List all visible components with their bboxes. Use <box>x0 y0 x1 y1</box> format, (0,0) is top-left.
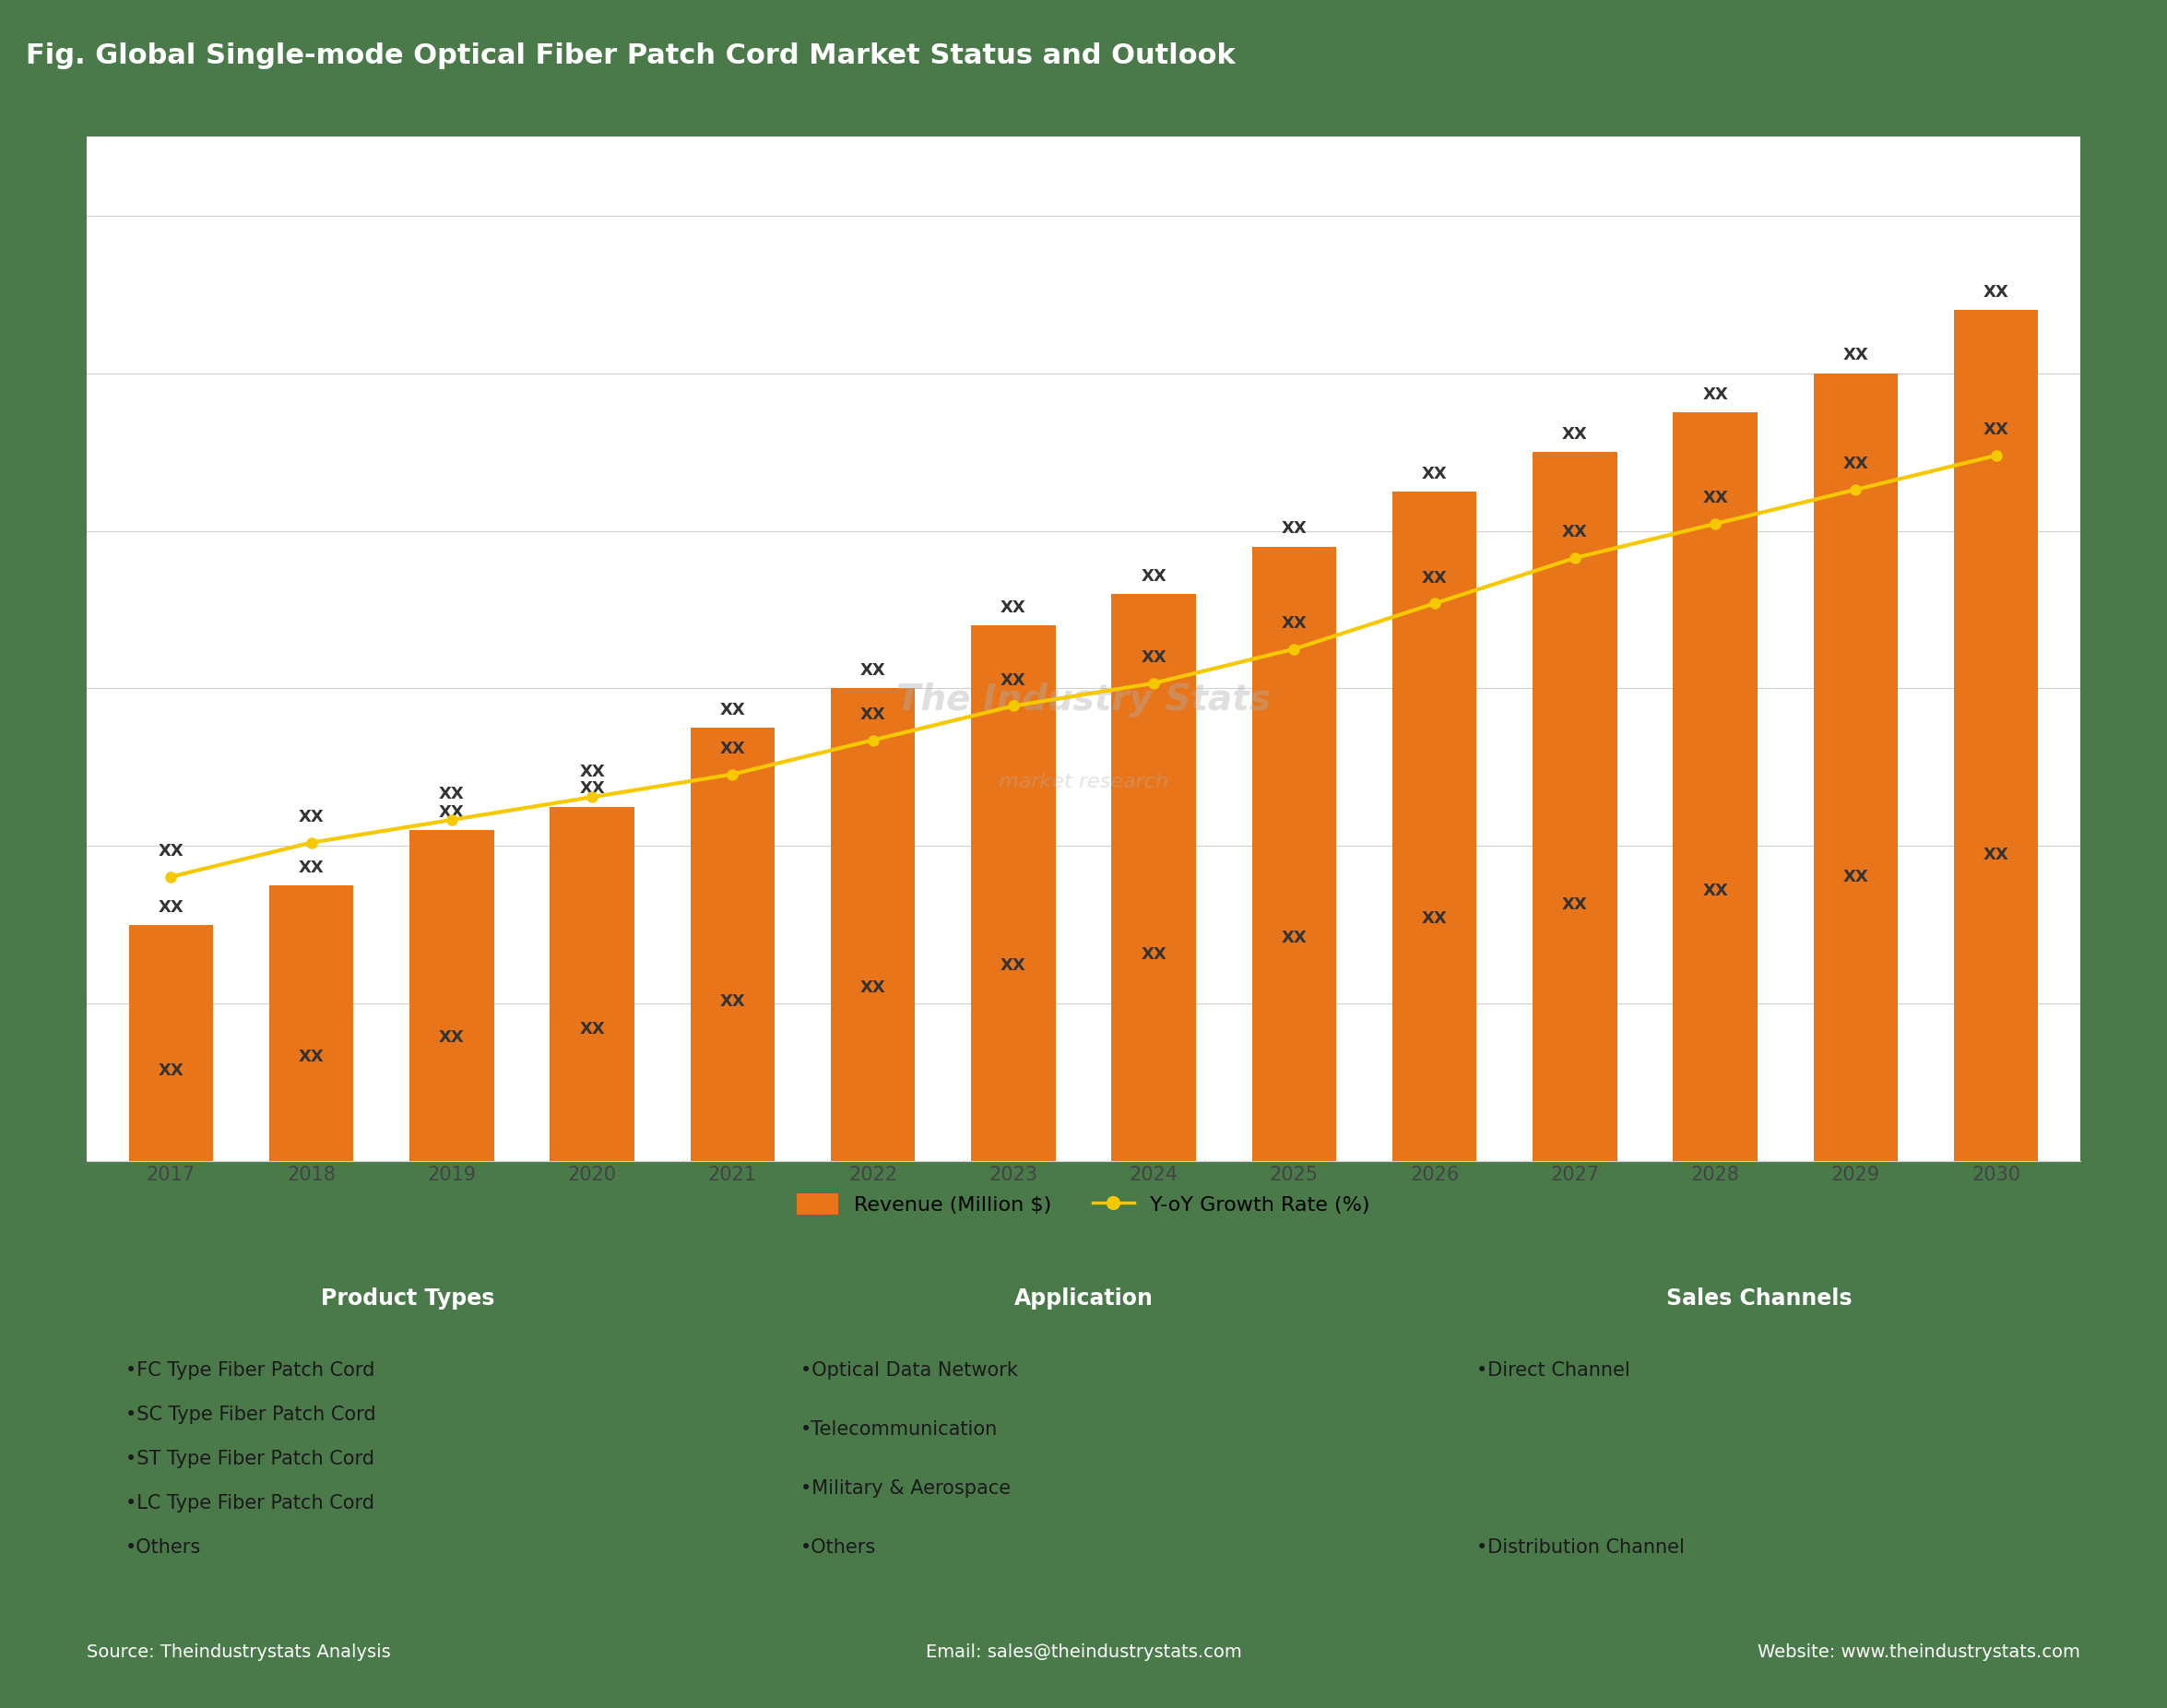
Text: XX: XX <box>1422 570 1448 586</box>
Text: XX: XX <box>579 781 605 798</box>
Text: XX: XX <box>1422 910 1448 927</box>
Text: XX: XX <box>1281 929 1307 946</box>
Text: XX: XX <box>1703 490 1727 507</box>
Text: •Direct Channel: •Direct Channel <box>1476 1361 1630 1380</box>
Text: XX: XX <box>1140 649 1166 666</box>
Text: •Distribution Channel: •Distribution Channel <box>1476 1539 1684 1558</box>
Text: XX: XX <box>1842 347 1868 364</box>
Text: XX: XX <box>719 741 745 757</box>
Text: •Optical Data Network: •Optical Data Network <box>800 1361 1018 1380</box>
Text: XX: XX <box>1842 456 1868 473</box>
Text: XX: XX <box>860 663 886 680</box>
Text: Sales Channels: Sales Channels <box>1666 1288 1853 1310</box>
Text: XX: XX <box>1422 465 1448 482</box>
Text: market research: market research <box>999 774 1168 791</box>
Text: •Others: •Others <box>800 1539 875 1558</box>
Text: •Military & Aerospace: •Military & Aerospace <box>800 1479 1012 1498</box>
Text: XX: XX <box>1562 524 1588 541</box>
Bar <box>1112 594 1196 1161</box>
Bar <box>128 926 212 1161</box>
Bar <box>1673 413 1757 1161</box>
Text: •Others: •Others <box>126 1539 202 1558</box>
Text: XX: XX <box>1140 567 1166 584</box>
Text: XX: XX <box>158 844 184 859</box>
Text: XX: XX <box>440 804 464 822</box>
Text: XX: XX <box>1703 386 1727 403</box>
Bar <box>830 688 914 1161</box>
Text: XX: XX <box>1983 422 2009 439</box>
Text: XX: XX <box>1703 883 1727 900</box>
Bar <box>691 728 774 1161</box>
Text: Email: sales@theindustrystats.com: Email: sales@theindustrystats.com <box>925 1643 1242 1662</box>
Text: XX: XX <box>1281 615 1307 632</box>
Bar <box>1393 492 1476 1161</box>
Bar <box>1532 453 1617 1161</box>
Text: •LC Type Fiber Patch Cord: •LC Type Fiber Patch Cord <box>126 1494 375 1513</box>
Text: XX: XX <box>719 992 745 1009</box>
Text: XX: XX <box>299 1049 325 1064</box>
Text: XX: XX <box>860 707 886 722</box>
Text: •Telecommunication: •Telecommunication <box>800 1421 999 1438</box>
Text: Source: Theindustrystats Analysis: Source: Theindustrystats Analysis <box>87 1643 390 1662</box>
Text: XX: XX <box>719 702 745 719</box>
Bar <box>971 625 1055 1161</box>
Text: The Industry Stats: The Industry Stats <box>897 683 1270 717</box>
Text: •SC Type Fiber Patch Cord: •SC Type Fiber Patch Cord <box>126 1406 375 1424</box>
Text: XX: XX <box>579 1021 605 1037</box>
Bar <box>410 830 494 1161</box>
Bar <box>1955 311 2039 1161</box>
Text: XX: XX <box>1983 847 2009 864</box>
Text: Website: www.theindustrystats.com: Website: www.theindustrystats.com <box>1757 1643 2080 1662</box>
Text: Product Types: Product Types <box>321 1288 494 1310</box>
Legend: Revenue (Million $), Y-oY Growth Rate (%): Revenue (Million $), Y-oY Growth Rate (%… <box>789 1185 1378 1223</box>
Text: XX: XX <box>1983 284 2009 301</box>
Text: XX: XX <box>579 763 605 781</box>
Text: XX: XX <box>299 810 325 825</box>
Text: XX: XX <box>299 859 325 876</box>
Bar <box>1814 372 1898 1161</box>
Text: XX: XX <box>860 979 886 996</box>
Text: Fig. Global Single-mode Optical Fiber Patch Cord Market Status and Outlook: Fig. Global Single-mode Optical Fiber Pa… <box>26 43 1235 68</box>
Text: XX: XX <box>1001 600 1027 617</box>
Text: XX: XX <box>440 786 464 803</box>
Text: •ST Type Fiber Patch Cord: •ST Type Fiber Patch Cord <box>126 1450 375 1469</box>
Text: XX: XX <box>1281 521 1307 536</box>
Bar <box>1253 547 1337 1161</box>
Text: XX: XX <box>1562 425 1588 442</box>
Text: •FC Type Fiber Patch Cord: •FC Type Fiber Patch Cord <box>126 1361 375 1380</box>
Text: XX: XX <box>1001 673 1027 688</box>
Text: XX: XX <box>1001 956 1027 974</box>
Bar <box>269 885 353 1161</box>
Text: Application: Application <box>1014 1288 1153 1310</box>
Text: XX: XX <box>1140 946 1166 963</box>
Text: XX: XX <box>1842 869 1868 885</box>
Text: XX: XX <box>158 898 184 915</box>
Text: XX: XX <box>440 1028 464 1045</box>
Text: XX: XX <box>158 1062 184 1079</box>
Text: XX: XX <box>1562 897 1588 914</box>
Bar <box>550 806 635 1161</box>
